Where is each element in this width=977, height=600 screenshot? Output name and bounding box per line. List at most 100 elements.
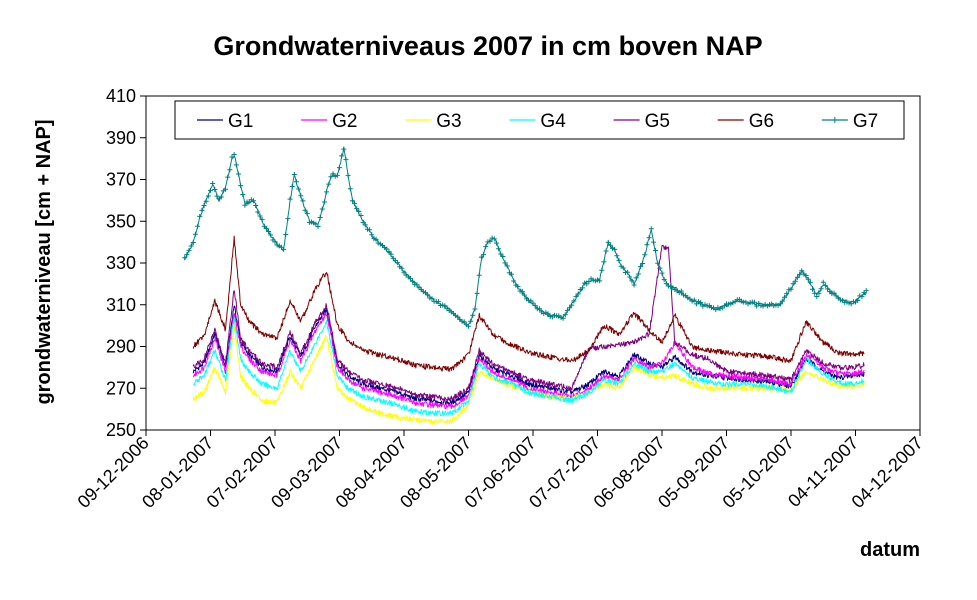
series-marker-g7: [784, 291, 790, 297]
series-marker-g7: [223, 186, 229, 192]
series-marker-g7: [545, 311, 551, 317]
series-marker-g7: [195, 223, 201, 229]
series-marker-g7: [777, 301, 783, 307]
series-marker-g7: [190, 239, 196, 245]
series-marker-g7: [388, 251, 394, 257]
y-tick-label: 330: [106, 253, 136, 273]
series-marker-g7: [855, 298, 861, 304]
series-marker-g7: [807, 279, 813, 285]
series-marker-g7: [509, 271, 514, 277]
series-marker-g7: [627, 274, 633, 280]
series-marker-g7: [493, 240, 499, 246]
series-marker-g7: [410, 278, 416, 284]
series-marker-g7: [564, 307, 570, 313]
series-marker-g7: [466, 323, 471, 329]
series-marker-g7: [369, 232, 375, 238]
series-marker-g7: [616, 258, 622, 264]
series-marker-g7: [235, 171, 241, 177]
series-marker-g7: [210, 180, 216, 186]
series-marker-g7: [263, 226, 269, 232]
series-marker-g7: [302, 207, 308, 213]
series-marker-g7: [240, 191, 246, 197]
series-marker-g7: [356, 208, 362, 214]
series-marker-g7: [461, 319, 467, 325]
plot-area: 25027029031033035037039041009-12-200608-…: [74, 86, 927, 512]
series-marker-g7: [227, 167, 233, 173]
series-marker-g7: [560, 315, 566, 321]
series-marker-g7: [208, 187, 213, 193]
series-marker-g7: [648, 226, 654, 232]
x-axis-title: datum: [860, 539, 920, 561]
series-marker-g7: [625, 269, 631, 275]
series-marker-g7: [347, 186, 353, 192]
series-marker-g7: [474, 290, 480, 296]
series-marker-g7: [635, 271, 641, 277]
series-marker-g7: [633, 275, 639, 281]
series-marker-g7: [442, 303, 448, 309]
series-marker-g7: [201, 203, 207, 209]
series-marker-g7: [470, 312, 476, 318]
series-marker-g7: [754, 303, 760, 309]
series-marker-g7: [644, 242, 650, 248]
series-marker-g7: [691, 297, 697, 303]
series-marker-g7: [797, 271, 803, 277]
series-marker-g7: [214, 193, 220, 199]
y-tick-label: 310: [106, 295, 136, 315]
series-marker-g7: [188, 243, 194, 249]
series-marker-g7: [799, 268, 805, 274]
series-marker-g7: [653, 248, 659, 254]
series-marker-g7: [803, 273, 809, 279]
series-marker-g7: [571, 298, 577, 304]
series-marker-g7: [192, 231, 198, 237]
series-marker-g7: [472, 306, 478, 312]
series-marker-g7: [496, 246, 502, 252]
series-marker-g7: [491, 236, 497, 242]
series-marker-g7: [788, 286, 794, 292]
series-marker-g7: [395, 260, 401, 266]
legend-label-g2: G2: [332, 111, 357, 132]
legend-marker-g7: [831, 117, 838, 123]
series-marker-g7: [425, 292, 431, 298]
series-marker-g7: [197, 213, 203, 219]
legend-box: [174, 100, 905, 140]
legend-label-g3: G3: [436, 111, 461, 132]
series-marker-g7: [199, 207, 205, 213]
series-marker-g7: [367, 227, 373, 233]
series-marker-g7: [642, 252, 648, 258]
series-marker-g7: [251, 198, 256, 204]
series-marker-g7: [317, 214, 323, 220]
series-marker-g7: [337, 165, 342, 171]
legend-label-g7: G7: [853, 111, 878, 132]
series-marker-g7: [478, 254, 484, 260]
legend-label-g5: G5: [645, 111, 670, 132]
series-marker-g7: [300, 198, 306, 204]
series-marker-g7: [519, 288, 525, 294]
series-marker-g7: [612, 246, 618, 252]
series-marker-g7: [575, 291, 581, 297]
series-marker-g7: [816, 290, 822, 296]
series-marker-g7: [536, 306, 542, 312]
y-tick-label: 250: [106, 420, 136, 440]
series-marker-g7: [296, 186, 302, 192]
y-tick-label: 370: [106, 170, 136, 190]
series-marker-g7: [326, 181, 332, 187]
series-marker-g7: [579, 285, 585, 291]
series-marker-g7: [511, 278, 517, 284]
series-marker-g7: [794, 274, 800, 280]
series-marker-g7: [435, 299, 441, 305]
series-marker-g7: [822, 282, 828, 288]
series-marker-g7: [831, 290, 837, 296]
y-tick-label: 390: [106, 128, 136, 148]
series-marker-g7: [358, 213, 364, 219]
series-marker-g7: [562, 312, 568, 318]
series-marker-g7: [205, 193, 211, 199]
series-marker-g7: [184, 252, 190, 258]
series-marker-g7: [257, 213, 263, 219]
series-marker-g7: [212, 187, 218, 193]
series-marker-g7: [345, 172, 351, 178]
y-tick-label: 410: [106, 86, 136, 106]
series-marker-g7: [812, 290, 818, 296]
series-line-g4: [193, 318, 865, 417]
series-marker-g7: [603, 248, 609, 254]
series-marker-g7: [782, 294, 788, 300]
